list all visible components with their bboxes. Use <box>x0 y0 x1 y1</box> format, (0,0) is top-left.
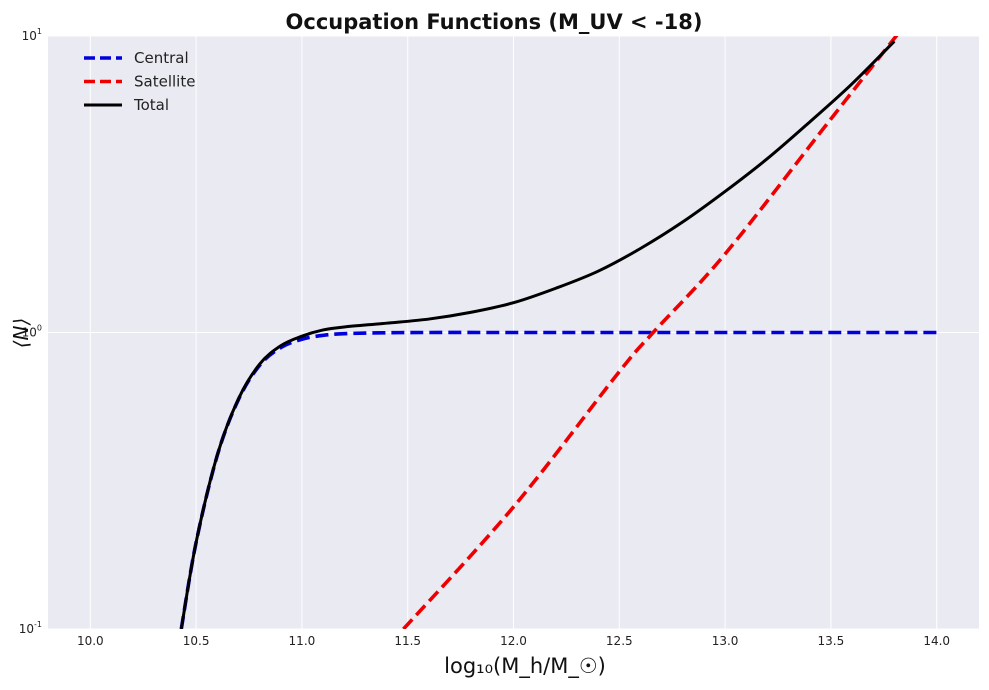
legend: Central Satellite Total <box>84 49 195 114</box>
x-tick-label: 12.0 <box>500 634 527 648</box>
x-tick-label: 10.5 <box>183 634 210 648</box>
chart-title: Occupation Functions (M_UV < -18) <box>286 10 703 34</box>
series-line-satellite <box>402 36 899 629</box>
y-tick-labels: 10-1 100 101 <box>19 27 42 636</box>
legend-label-satellite: Satellite <box>134 73 195 91</box>
series-line-total <box>179 40 896 629</box>
x-tick-label: 11.5 <box>394 634 421 648</box>
x-tick-label: 10.0 <box>77 634 104 648</box>
y-tick-label: 101 <box>22 27 42 43</box>
y-tick-label: 100 <box>22 324 42 340</box>
x-tick-label: 13.5 <box>818 634 845 648</box>
series-layer <box>179 36 937 629</box>
x-tick-label: 12.5 <box>606 634 633 648</box>
x-tick-labels: 10.0 10.5 11.0 11.5 12.0 12.5 13.0 13.5 14.0 <box>77 634 950 648</box>
y-axis-label: ⟨N⟩ <box>9 318 33 349</box>
legend-label-total: Total <box>133 96 169 114</box>
x-tick-label: 14.0 <box>923 634 950 648</box>
y-tick-label: 10-1 <box>19 620 42 636</box>
x-axis-label: log₁₀(M_h/M_☉) <box>444 654 606 679</box>
x-tick-label: 11.0 <box>289 634 316 648</box>
legend-label-central: Central <box>134 49 189 67</box>
x-tick-label: 13.0 <box>712 634 739 648</box>
